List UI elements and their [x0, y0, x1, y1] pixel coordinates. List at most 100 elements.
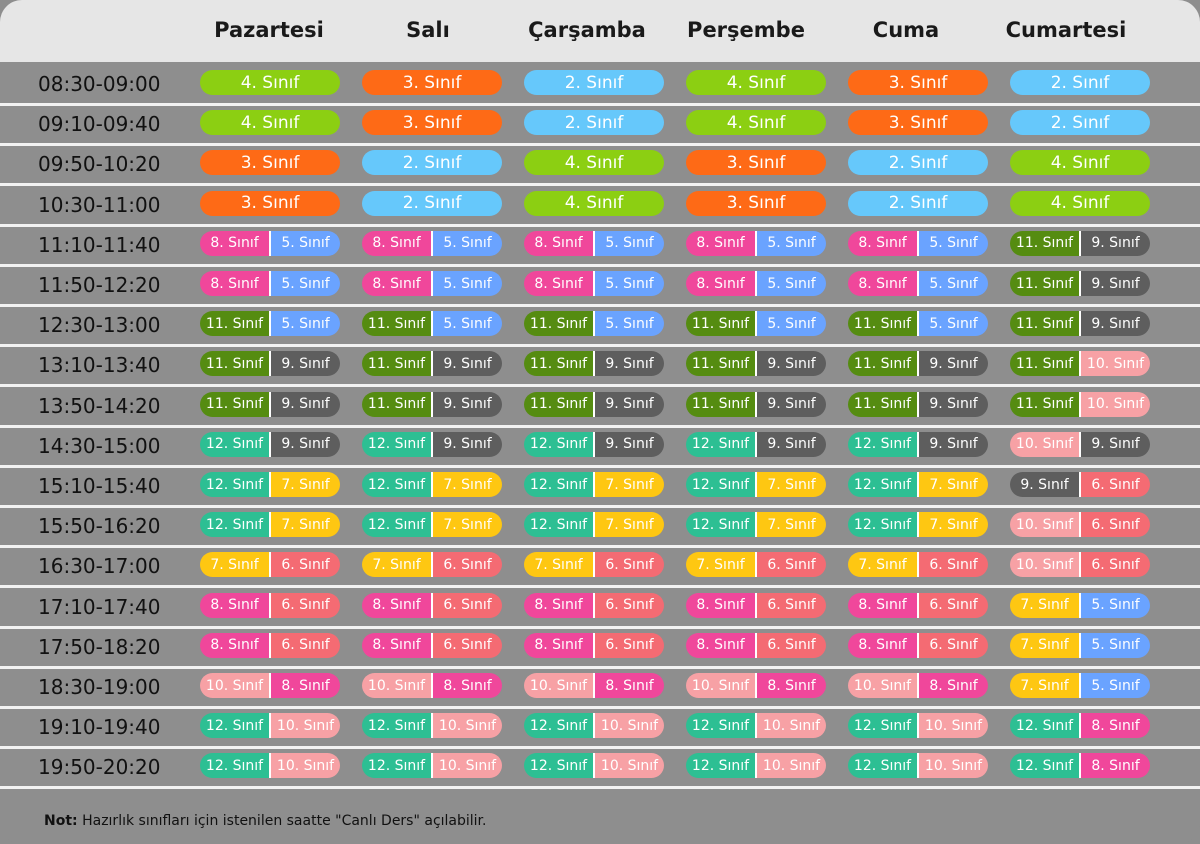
class-pill: 11. Sınıf 5. Sınıf — [686, 311, 826, 337]
class-label: 8. Sınıf — [200, 592, 269, 618]
class-pill: 11. Sınıf 9. Sınıf — [686, 391, 826, 417]
class-label: 12. Sınıf — [362, 472, 431, 497]
class-label: 9. Sınıf — [755, 431, 826, 457]
footnote: Not: Hazırlık sınıfları için istenilen s… — [44, 813, 486, 829]
class-pill: 3. Sınıf — [848, 70, 988, 95]
class-label: 11. Sınıf — [1010, 351, 1079, 377]
class-label: 10. Sınıf — [917, 753, 988, 779]
class-label: 12. Sınıf — [200, 431, 269, 457]
class-pill: 8. Sınıf 5. Sınıf — [200, 271, 340, 296]
class-pill: 3. Sınıf — [686, 150, 826, 176]
class-label: 12. Sınıf — [362, 713, 431, 739]
class-label: 10. Sınıf — [524, 673, 593, 698]
class-label: 11. Sınıf — [848, 351, 917, 377]
class-label: 9. Sınıf — [1079, 311, 1150, 337]
class-pill: 8. Sınıf 5. Sınıf — [686, 230, 826, 256]
class-label: 7. Sınıf — [593, 512, 664, 538]
class-label: 3. Sınıf — [848, 110, 988, 136]
class-pill: 8. Sınıf 6. Sınıf — [200, 632, 340, 658]
class-label: 2. Sınıf — [1010, 70, 1150, 95]
class-label: 4. Sınıf — [524, 190, 664, 216]
class-label: 9. Sınıf — [593, 431, 664, 457]
class-label: 9. Sınıf — [269, 431, 340, 457]
class-label: 10. Sınıf — [200, 673, 269, 698]
class-label: 8. Sınıf — [1079, 753, 1150, 779]
class-label: 12. Sınıf — [848, 512, 917, 538]
class-pill: 8. Sınıf 6. Sınıf — [362, 592, 502, 618]
class-label: 10. Sınıf — [917, 713, 988, 739]
class-label: 8. Sınıf — [848, 632, 917, 658]
class-label: 8. Sınıf — [593, 673, 664, 698]
class-label: 12. Sınıf — [686, 753, 755, 779]
class-label: 7. Sınıf — [1010, 632, 1079, 658]
time-slot: 08:30-09:00 — [38, 72, 161, 96]
class-pill: 11. Sınıf 5. Sınıf — [524, 311, 664, 337]
class-label: 9. Sınıf — [755, 391, 826, 417]
class-pill: 3. Sınıf — [200, 150, 340, 176]
class-pill: 7. Sınıf 6. Sınıf — [524, 552, 664, 578]
time-slot: 11:10-11:40 — [38, 232, 161, 257]
class-pill: 12. Sınıf 10. Sınıf — [362, 753, 502, 779]
class-label: 11. Sınıf — [524, 391, 593, 417]
class-label: 4. Sınıf — [1010, 190, 1150, 216]
class-pill: 10. Sınıf 8. Sınıf — [362, 673, 502, 698]
class-pill: 10. Sınıf 8. Sınıf — [524, 673, 664, 698]
class-pill: 12. Sınıf 9. Sınıf — [200, 431, 340, 457]
class-label: 8. Sınıf — [362, 592, 431, 618]
time-slot: 10:30-11:00 — [38, 192, 161, 217]
class-pill: 10. Sınıf 6. Sınıf — [1010, 512, 1150, 538]
class-label: 11. Sınıf — [524, 351, 593, 377]
class-label: 12. Sınıf — [524, 431, 593, 457]
class-label: 10. Sınıf — [593, 713, 664, 739]
class-label: 12. Sınıf — [1010, 753, 1079, 779]
class-label: 5. Sınıf — [593, 230, 664, 256]
class-pill: 12. Sınıf 10. Sınıf — [686, 753, 826, 779]
class-pill: 4. Sınıf — [1010, 150, 1150, 176]
class-label: 12. Sınıf — [524, 753, 593, 779]
class-label: 7. Sınıf — [755, 472, 826, 497]
class-pill: 12. Sınıf 8. Sınıf — [1010, 753, 1150, 779]
class-pill: 8. Sınıf 5. Sınıf — [524, 271, 664, 296]
class-pill: 2. Sınıf — [524, 110, 664, 136]
class-pill: 11. Sınıf 5. Sınıf — [848, 311, 988, 337]
class-label: 2. Sınıf — [362, 190, 502, 216]
day-header-row: Pazartesi Salı Çarşamba Perşembe Cuma Cu… — [0, 0, 1200, 62]
class-label: 6. Sınıf — [593, 592, 664, 618]
time-row: 08:30-09:00 4. Sınıf 3. Sınıf 2. Sınıf 4. Sı… — [0, 66, 1200, 106]
class-label: 12. Sınıf — [848, 753, 917, 779]
class-label: 12. Sınıf — [686, 431, 755, 457]
class-label: 11. Sınıf — [362, 311, 431, 337]
class-label: 3. Sınıf — [686, 150, 826, 176]
class-pill: 7. Sınıf 6. Sınıf — [686, 552, 826, 578]
class-pill: 2. Sınıf — [362, 190, 502, 216]
class-pill: 9. Sınıf 6. Sınıf — [1010, 472, 1150, 497]
class-label: 11. Sınıf — [1010, 391, 1079, 417]
class-label: 9. Sınıf — [431, 391, 502, 417]
class-label: 5. Sınıf — [917, 311, 988, 337]
time-slot: 15:50-16:20 — [38, 514, 161, 539]
class-pill: 11. Sınıf 9. Sınıf — [1010, 230, 1150, 256]
class-label: 5. Sınıf — [917, 271, 988, 296]
class-pill: 4. Sınıf — [686, 70, 826, 95]
class-label: 5. Sınıf — [755, 271, 826, 296]
class-label: 6. Sınıf — [917, 592, 988, 618]
class-pill: 12. Sınıf 10. Sınıf — [848, 753, 988, 779]
class-label: 8. Sınıf — [524, 230, 593, 256]
class-label: 5. Sınıf — [269, 230, 340, 256]
class-pill: 12. Sınıf 8. Sınıf — [1010, 713, 1150, 739]
class-label: 10. Sınıf — [755, 713, 826, 739]
class-pill: 8. Sınıf 5. Sınıf — [686, 271, 826, 296]
class-label: 5. Sınıf — [917, 230, 988, 256]
time-slot: 14:30-15:00 — [38, 433, 161, 458]
class-label: 5. Sınıf — [431, 271, 502, 296]
class-pill: 10. Sınıf 8. Sınıf — [200, 673, 340, 698]
time-row: 11:10-11:40 8. Sınıf 5. Sınıf 8. Sınıf 5. Sı… — [0, 227, 1200, 267]
class-label: 7. Sınıf — [269, 512, 340, 538]
class-label: 12. Sınıf — [686, 512, 755, 538]
class-pill: 8. Sınıf 6. Sınıf — [524, 592, 664, 618]
class-label: 6. Sınıf — [431, 632, 502, 658]
class-pill: 11. Sınıf 5. Sınıf — [362, 311, 502, 337]
time-slot: 16:30-17:00 — [38, 554, 161, 579]
class-label: 9. Sınıf — [269, 351, 340, 377]
class-pill: 2. Sınıf — [848, 150, 988, 176]
